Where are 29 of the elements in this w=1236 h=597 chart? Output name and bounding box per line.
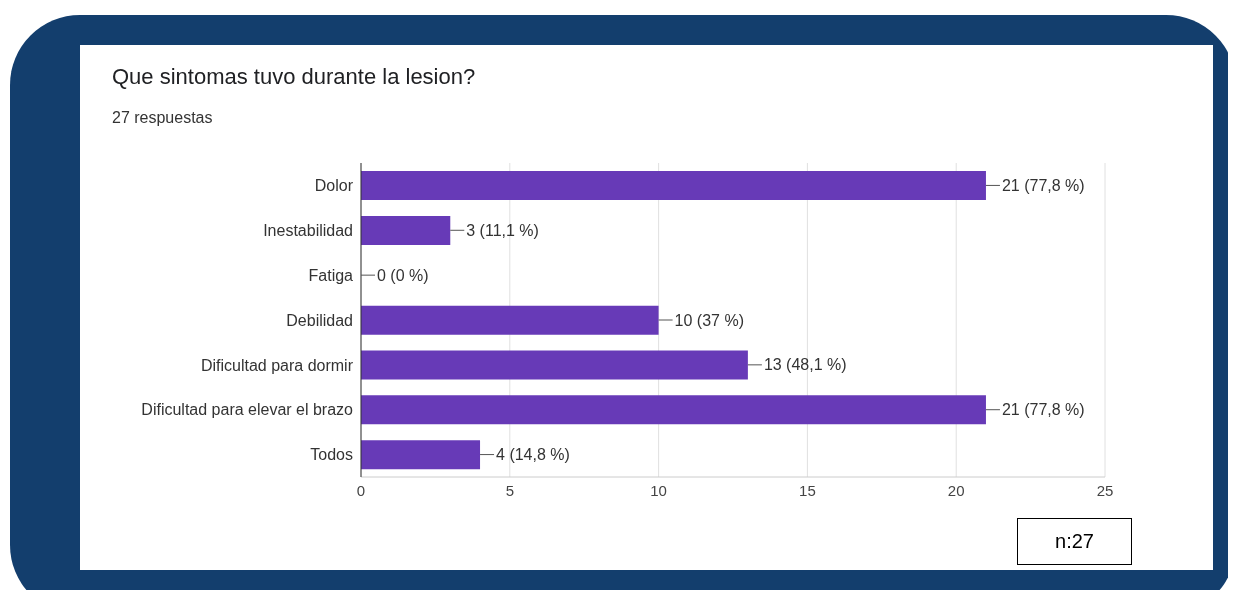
data-label: 21 (77,8 %): [1001, 401, 1085, 419]
chart-title: Que sintomas tuvo durante la lesion?: [112, 64, 476, 90]
bar: [361, 215, 451, 245]
x-tick-label: 0: [356, 481, 366, 499]
y-tick-label: Todos: [310, 446, 353, 464]
y-tick-label: Debilidad: [286, 311, 353, 329]
text: n:27: [1017, 518, 1132, 565]
data-label: 4 (14,8 %): [496, 446, 570, 464]
x-tick-label: 15: [799, 481, 816, 499]
y-tick-label: Inestabilidad: [263, 221, 353, 239]
data-label: 10 (37 %): [674, 311, 744, 329]
data-label: 21 (77,8 %): [1001, 177, 1085, 195]
data-label: 0 (0 %): [377, 266, 429, 284]
bar: [361, 350, 748, 380]
y-tick-label: Fatiga: [308, 266, 354, 284]
y-tick-label: Dolor: [314, 177, 354, 195]
data-label: 13 (48,1 %): [763, 356, 847, 374]
y-tick-label: Dificultad para elevar el brazo: [141, 401, 354, 419]
data-label: 3 (11,1 %): [466, 221, 539, 239]
bar: [361, 440, 481, 470]
text: 27 respuestas: [112, 109, 213, 127]
bar: [361, 171, 986, 201]
x-tick-label: 10: [650, 481, 667, 499]
bar: [361, 305, 659, 335]
x-tick-label: 25: [1096, 481, 1114, 499]
bar: [361, 395, 986, 425]
x-tick-label: 20: [947, 481, 965, 499]
x-tick-label: 5: [505, 481, 514, 499]
y-tick-label: Dificultad para dormir: [200, 356, 354, 374]
